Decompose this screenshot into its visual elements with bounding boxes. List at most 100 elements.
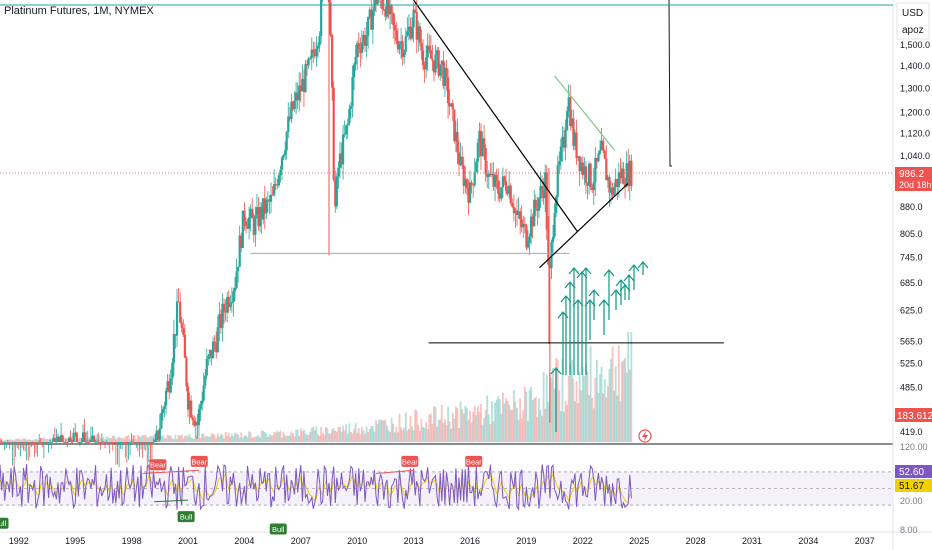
candle-body (602, 140, 605, 151)
volume-bar (180, 434, 183, 442)
volume-bar (270, 435, 272, 442)
volume-bar (406, 430, 409, 442)
candle-body (296, 92, 299, 101)
volume-bar (425, 422, 428, 442)
scale-mode-label[interactable]: apoz (902, 25, 924, 36)
volume-bar (107, 437, 109, 442)
volume-bar (381, 419, 384, 442)
volume-bar (317, 434, 319, 442)
volume-bar (390, 417, 393, 442)
volume-bar (495, 399, 498, 442)
volume-bar (533, 398, 536, 442)
candle-body (304, 64, 307, 92)
volume-bars (0, 332, 633, 442)
volume-bar (506, 401, 509, 442)
candle-body (428, 45, 431, 50)
candle-body (547, 229, 550, 265)
divergence-line (375, 469, 414, 475)
candle-body (550, 242, 553, 269)
y-tick-label: 1,040.0 (900, 151, 930, 161)
candle-body (277, 175, 280, 186)
candle-body (149, 442, 152, 443)
candle-body (124, 442, 127, 443)
candle-body (448, 103, 451, 107)
volume-bar (169, 435, 172, 442)
volume-bar (550, 378, 553, 442)
candle-body (158, 428, 161, 440)
candle-body (478, 130, 481, 143)
candle-body (392, 13, 395, 25)
volume-bar (603, 379, 606, 442)
volume-bar (622, 360, 625, 442)
candle-body (446, 77, 450, 104)
rsi-tick-label: 8.00 (900, 525, 918, 535)
arrow-head (598, 299, 610, 307)
volume-bar (99, 437, 102, 442)
candle-body (592, 181, 595, 191)
candle-body (139, 442, 143, 443)
candle-body (132, 442, 135, 443)
volume-bar (617, 345, 620, 442)
x-tick-label: 2037 (855, 536, 875, 546)
volume-bar (444, 418, 446, 442)
volume-bar (212, 433, 214, 442)
volume-bar (191, 438, 194, 442)
volume-bar (176, 439, 178, 442)
candle-body (508, 185, 511, 194)
volume-bar (502, 392, 504, 442)
candle-body (329, 2, 332, 35)
volume-bar (28, 439, 31, 442)
volume-bar (408, 428, 410, 442)
candle-body (268, 199, 271, 202)
candle-body (501, 176, 504, 188)
volume-bar (135, 439, 138, 442)
candle-body (213, 341, 216, 344)
volume-bar (596, 360, 598, 442)
volume-bar (368, 429, 371, 442)
volume-bar (630, 332, 633, 442)
volume-bar (371, 426, 374, 442)
candle-body (166, 381, 169, 391)
x-tick-label: 1992 (9, 536, 29, 546)
candle-body (573, 132, 577, 146)
volume-bar (141, 434, 144, 442)
volume-bar (332, 428, 335, 442)
candle-body (338, 153, 342, 168)
volume-bar (480, 404, 482, 442)
candle-body (49, 442, 52, 443)
candle-body (105, 442, 108, 443)
volume-bar (426, 429, 429, 442)
volume-bar (143, 435, 146, 442)
volume-bar (531, 400, 534, 442)
candle-body (457, 152, 461, 165)
volume-bar (36, 440, 39, 442)
volume-bar (162, 435, 164, 442)
candle-body (33, 442, 36, 443)
candle-body (453, 109, 456, 142)
candle-body (519, 211, 522, 220)
candle-body (365, 35, 368, 46)
volume-bar (246, 437, 249, 442)
candle-body (406, 31, 409, 36)
candle-body (309, 57, 312, 59)
volume-bar (285, 436, 288, 442)
candle-body (398, 44, 401, 50)
arrow-head (603, 269, 615, 277)
volume-bar (299, 428, 302, 442)
volume-bar (386, 425, 388, 442)
bull-marker (177, 511, 195, 523)
arrow-head (550, 367, 562, 375)
volume-bar (569, 364, 572, 442)
candle-body (337, 167, 340, 177)
candle-body (168, 381, 171, 393)
y-tick-label: 685.0 (900, 278, 923, 288)
volume-bar (606, 386, 609, 442)
candle-body (370, 9, 373, 30)
candle-body (56, 436, 60, 442)
candle-body (495, 174, 498, 181)
volume-bar (456, 408, 459, 442)
volume-bar (415, 410, 418, 442)
volume-bar (530, 386, 532, 442)
currency-label[interactable]: USD (902, 8, 923, 19)
